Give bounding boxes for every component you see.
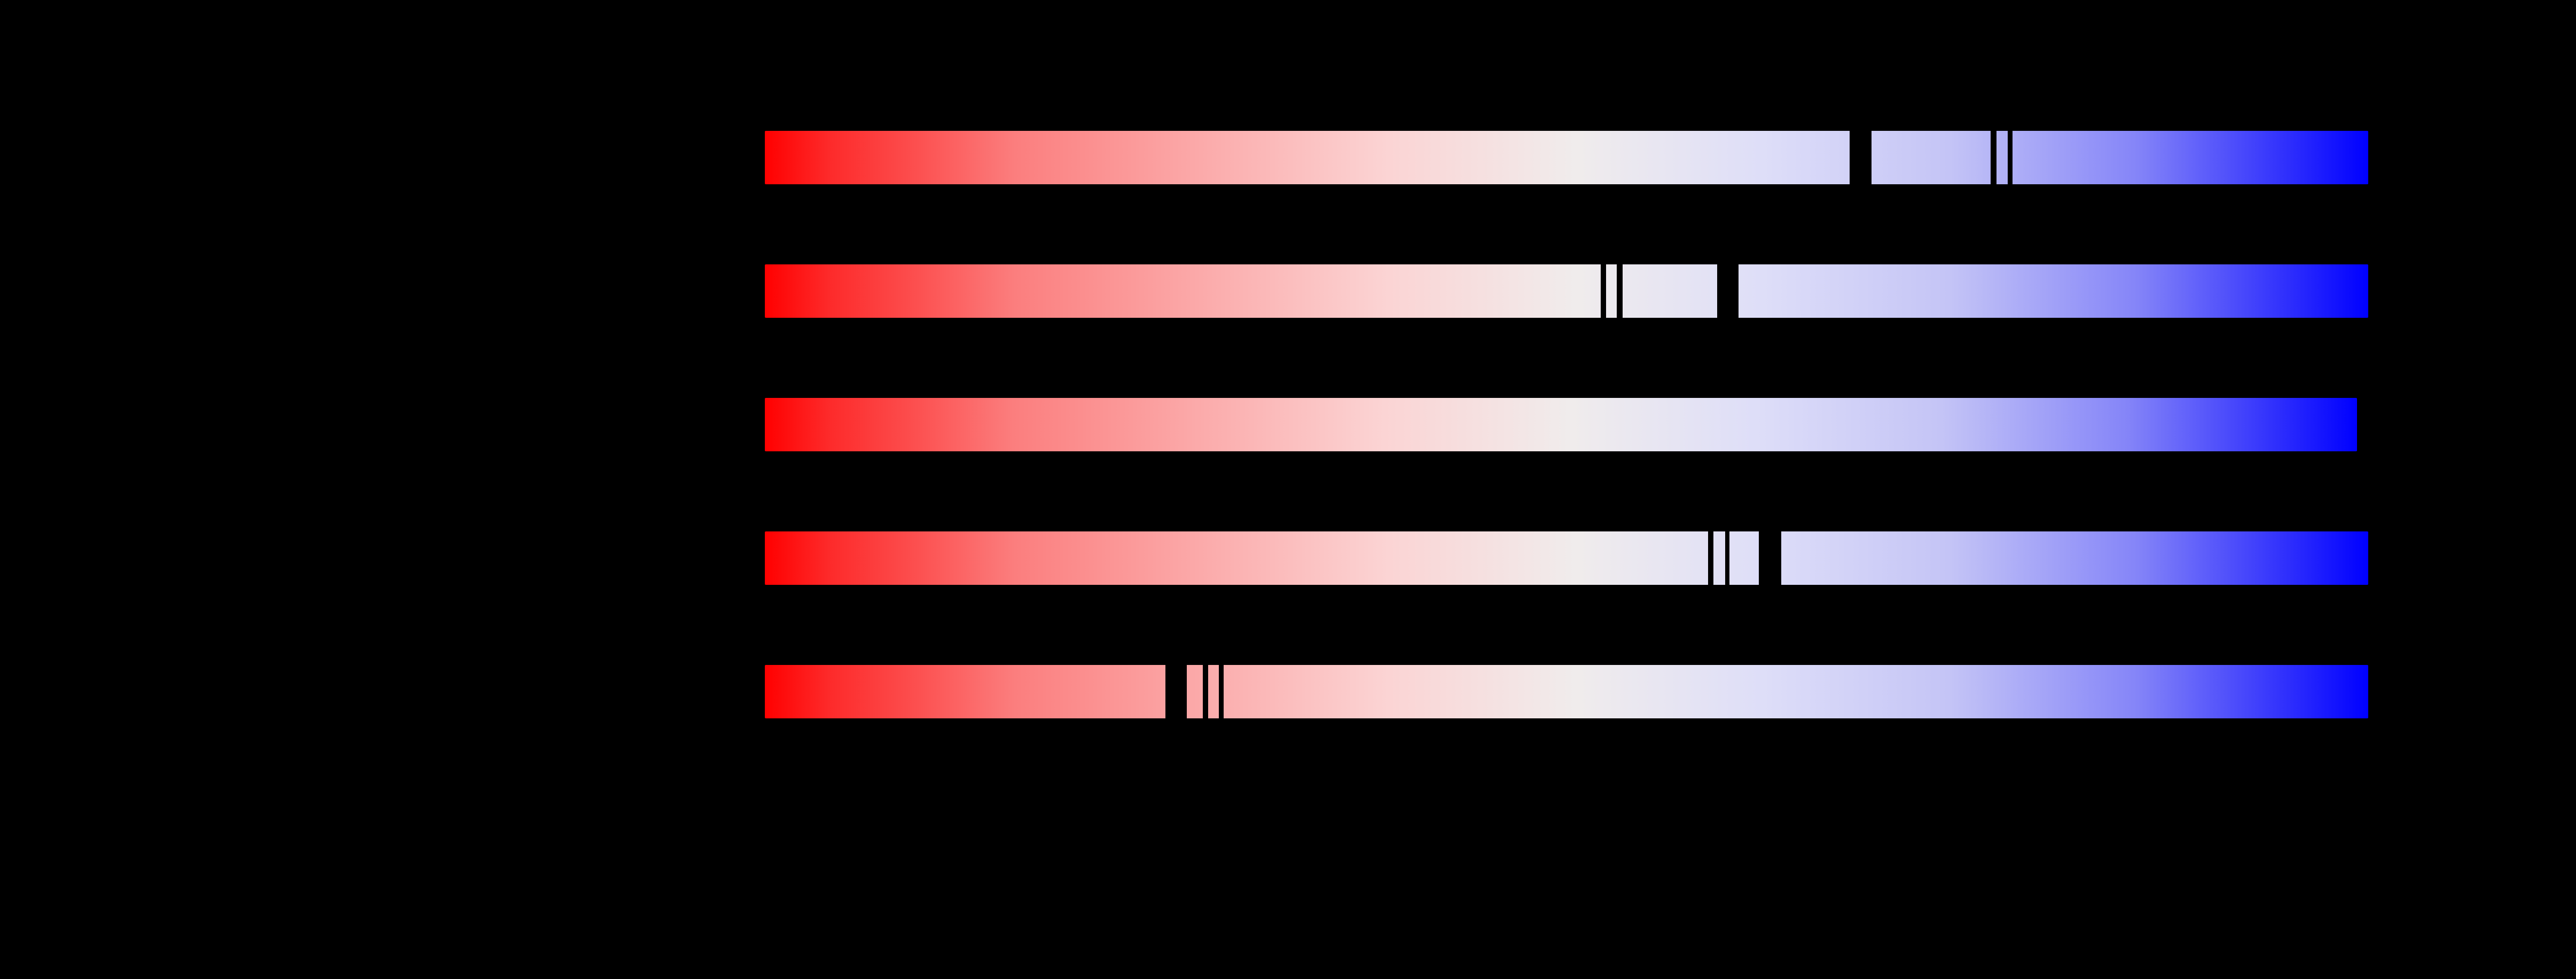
bar-gap bbox=[1717, 264, 1739, 318]
bar-gap bbox=[1165, 664, 1187, 719]
bar-gap bbox=[1203, 664, 1208, 719]
bar-gap bbox=[1708, 531, 1713, 585]
gradient-bar-row-4 bbox=[765, 531, 2368, 585]
bar-gap bbox=[1725, 531, 1729, 585]
gradient-bar-row-2 bbox=[765, 264, 2368, 318]
bar-gap bbox=[1617, 264, 1623, 318]
gradient-bar-row-3 bbox=[765, 398, 2357, 451]
bar-gap bbox=[1219, 664, 1224, 719]
gradient-bar-row-1 bbox=[765, 130, 2368, 185]
bar-gap bbox=[2008, 130, 2013, 185]
bar-gap bbox=[1850, 130, 1872, 185]
bar-gap bbox=[1601, 264, 1606, 318]
bar-gap bbox=[1759, 531, 1781, 585]
bar-gap bbox=[1991, 130, 1996, 185]
gradient-bar-row-5 bbox=[765, 664, 2368, 719]
